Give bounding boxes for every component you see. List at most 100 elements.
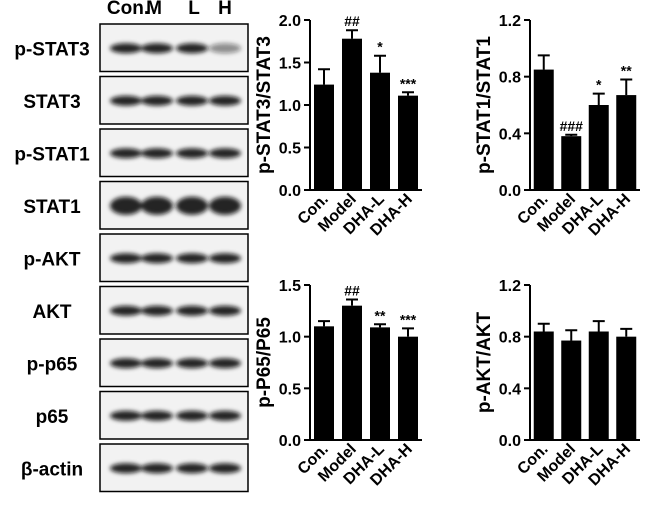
band — [110, 95, 142, 106]
bar — [398, 336, 418, 440]
y-tick-label: 0.8 — [499, 330, 521, 347]
error-bar — [620, 327, 633, 337]
y-tick-label: 0.0 — [279, 183, 301, 200]
band — [176, 358, 208, 369]
band — [110, 463, 142, 474]
blot-bands — [110, 410, 241, 421]
bar — [616, 95, 637, 190]
band — [176, 95, 208, 106]
error-bar — [402, 91, 414, 96]
band — [110, 196, 142, 215]
bar — [370, 327, 390, 440]
significance-label: ## — [344, 282, 360, 298]
blot-bands — [110, 358, 241, 369]
bar — [370, 72, 390, 190]
band — [141, 43, 173, 54]
blot-bands — [110, 148, 241, 159]
band — [141, 305, 173, 316]
lane-label: Con. — [107, 0, 149, 19]
band — [209, 305, 241, 316]
blot-label: AKT — [32, 302, 71, 323]
y-tick-label: 0.0 — [279, 433, 301, 450]
band — [209, 43, 241, 54]
band — [141, 463, 173, 474]
band — [110, 148, 142, 159]
bar — [588, 105, 609, 190]
y-tick-label: 1.5 — [279, 278, 301, 295]
bar — [616, 336, 637, 440]
error-bar — [620, 78, 633, 96]
band — [141, 253, 173, 264]
bar — [533, 69, 554, 190]
blot-bands — [110, 305, 241, 316]
lane-label: H — [218, 0, 232, 19]
bar — [533, 331, 554, 440]
y-axis-title: p-AKT/AKT — [474, 311, 495, 413]
blot-label: p-STAT1 — [14, 144, 90, 165]
error-bar — [318, 68, 330, 85]
band — [110, 43, 142, 54]
y-tick-label: 1.2 — [499, 13, 521, 30]
band — [141, 196, 173, 215]
lane-label: M — [146, 0, 162, 19]
y-tick-label: 0.8 — [499, 70, 521, 87]
blot-label: p65 — [36, 407, 69, 428]
blot-bands — [110, 253, 241, 264]
band — [110, 358, 142, 369]
y-tick-label: 0.5 — [279, 141, 301, 158]
significance-label: ** — [621, 63, 632, 79]
band — [209, 95, 241, 106]
blot-bands — [110, 95, 241, 106]
error-bar — [374, 323, 386, 328]
y-tick-label: 0.4 — [499, 126, 521, 143]
y-tick-label: 0.4 — [499, 381, 521, 398]
blot-label: β-actin — [21, 459, 83, 480]
bar — [588, 331, 609, 440]
error-bar — [537, 322, 550, 332]
band — [176, 43, 208, 54]
band — [176, 253, 208, 264]
y-tick-label: 0.0 — [499, 183, 521, 200]
blot-label: STAT3 — [23, 92, 80, 113]
y-tick-label: 2.0 — [279, 13, 301, 30]
error-bar — [374, 54, 386, 73]
bar — [561, 136, 582, 190]
band — [209, 463, 241, 474]
significance-label: *** — [400, 75, 417, 91]
band — [141, 358, 173, 369]
y-tick-label: 1.0 — [279, 330, 301, 347]
band — [110, 305, 142, 316]
blot-label: p-AKT — [24, 249, 81, 270]
y-tick-label: 0.0 — [499, 433, 521, 450]
y-tick-label: 0.5 — [279, 381, 301, 398]
error-bar — [346, 298, 358, 306]
band — [141, 95, 173, 106]
significance-label: ### — [560, 118, 584, 134]
blot-label: p-STAT3 — [14, 39, 89, 60]
band — [209, 253, 241, 264]
blot-bands — [110, 463, 241, 474]
y-axis-title: p-STAT3/STAT3 — [254, 36, 275, 174]
bar — [314, 326, 334, 440]
error-bar — [537, 54, 550, 70]
bar — [342, 305, 362, 440]
band — [176, 196, 208, 215]
significance-label: *** — [400, 311, 417, 327]
band — [141, 148, 173, 159]
band — [176, 410, 208, 421]
significance-label: ** — [375, 307, 386, 323]
y-axis-title: p-P65/P65 — [254, 317, 275, 408]
y-tick-label: 1.5 — [279, 56, 301, 73]
significance-label: ## — [344, 13, 360, 29]
error-bar — [565, 329, 578, 341]
band — [209, 196, 241, 215]
bar — [561, 340, 582, 440]
band — [209, 148, 241, 159]
error-bar — [565, 133, 578, 137]
band — [110, 410, 142, 421]
error-bar — [318, 320, 330, 327]
band — [176, 148, 208, 159]
y-axis-title: p-STAT1/STAT1 — [474, 36, 495, 174]
band — [209, 410, 241, 421]
